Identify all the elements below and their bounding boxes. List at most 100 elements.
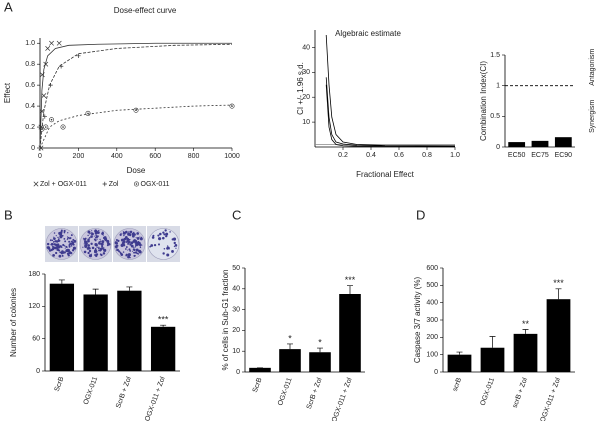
y-axis-label: CI +/- 1.96 s.d. [296,62,305,115]
colony [90,232,92,234]
chart-title: Dose-effect curve [114,6,177,15]
colony [67,232,69,234]
colony [172,237,177,241]
point [60,124,66,130]
y-tick-label: 0 [434,369,438,376]
significance: * [318,337,322,347]
x-tick-label: OGX-011 [277,377,294,407]
colony [70,245,73,247]
error-bar [92,288,99,295]
significance: *** [345,275,356,285]
colony [100,242,104,246]
colony [139,236,141,238]
panel-label: A [4,0,13,14]
colony [136,232,140,235]
point [133,107,139,113]
point [58,64,64,69]
y-tick-label: 30 [232,306,240,313]
colony [127,243,129,245]
legend-marker [134,181,140,187]
colony [56,243,60,247]
error-bar [555,288,562,300]
x-tick-label: ScrB + Zol [115,376,133,410]
colony [53,240,55,243]
colony [47,247,51,250]
colony [128,231,130,233]
y-tick-label: 0 [31,145,35,152]
chart-title: Algebraic estimate [335,29,401,38]
point [56,40,62,46]
panel-label: B [4,207,13,222]
colony [129,250,132,252]
colony [88,247,91,250]
colony [166,245,169,247]
colony [127,255,130,259]
colony [102,252,106,255]
colony [129,234,132,237]
colony [102,235,104,237]
colony [128,238,131,241]
point [76,53,81,59]
bar [531,140,549,147]
colony [84,244,87,248]
colony [52,253,55,257]
legend-label: OGX-011 [141,181,170,188]
point-ring [60,124,66,130]
colony [63,229,66,233]
bar [309,352,331,372]
colony [166,247,169,250]
colony [116,248,119,252]
colony [115,246,118,249]
colony [121,241,125,245]
y-tick-label: 500 [426,282,438,289]
colony [46,242,50,246]
colony [73,239,77,243]
colony [72,246,76,250]
colony [173,245,176,248]
colony [128,248,131,251]
colony [169,231,171,233]
point [45,46,51,51]
colony [91,230,93,232]
colony [119,252,123,255]
colony [59,245,61,247]
point-dot [62,126,64,128]
colony [115,241,117,243]
x-tick-label: ScrB [54,376,66,393]
colony [91,243,93,246]
bar [513,333,538,372]
x-tick-label: OGX-011 + Zol [331,377,354,421]
point-ring [229,103,235,109]
colony [85,242,88,245]
colony [50,242,54,246]
colony [108,243,111,246]
point [42,114,47,119]
bar [249,367,271,372]
colony [122,251,125,253]
y-tick-label: 20 [232,327,240,334]
colony [88,236,91,239]
colony [54,240,57,243]
point-dot [231,105,233,107]
error-bar [160,324,167,327]
point-dot [135,109,137,112]
colony [53,236,55,238]
colony [98,241,101,245]
colony [96,246,98,249]
colony [163,233,166,236]
colony [82,237,84,239]
point [39,108,45,114]
colony [127,240,131,244]
colony [82,246,84,248]
colony [135,248,139,252]
colony [125,241,128,243]
colony [59,232,63,235]
colony [68,240,71,243]
x-tick-label: 600 [149,153,161,160]
error-bar [456,351,463,355]
colony [149,245,151,248]
colony [68,251,72,255]
colony [83,243,86,245]
colony [67,254,70,257]
line [325,34,456,147]
